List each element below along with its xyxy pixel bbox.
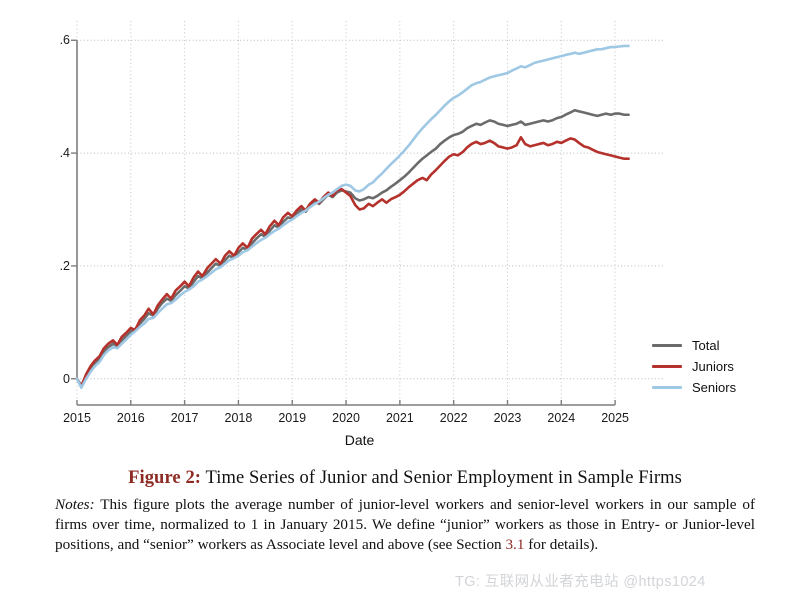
figure-caption: Figure 2: Time Series of Junior and Seni… [55,468,755,554]
x-tick-label: 2024 [547,411,576,425]
legend-item-juniors: Juniors [652,356,736,377]
notes-label: Notes: [55,496,95,513]
x-axis-title: Date [344,432,375,448]
figure-number: Figure 2: [128,468,202,488]
series-line-seniors [75,44,630,390]
legend-swatch-icon [652,364,682,369]
legend-item-seniors: Seniors [652,377,736,398]
x-tick-label: 2020 [332,411,360,425]
x-tick-label: 2023 [493,411,522,425]
y-tick-label: .2 [59,258,70,273]
x-tick-label: 2018 [224,411,253,425]
legend-label: Seniors [692,380,737,395]
y-tick-label: 0 [63,371,70,386]
y-tick-label: .6 [59,33,70,48]
section-cross-reference[interactable]: 3.1 [505,535,525,553]
legend-label: Juniors [692,359,734,374]
legend-swatch-icon [652,343,682,348]
series-line-juniors [75,136,630,388]
x-tick-label: 2021 [385,411,414,425]
x-tick-label: 2022 [439,411,468,425]
notes-text-part1: This figure plots the average number of … [55,496,755,553]
line-chart-plot [71,21,664,406]
figure-title-line: Figure 2: Time Series of Junior and Seni… [55,468,755,489]
x-tick-label: 2025 [601,411,629,425]
x-tick-label: 2015 [63,411,91,425]
legend-label: Total [692,338,720,353]
notes-text-part2: for details). [524,535,599,553]
chart-area: 0 .2 .4 .6 2015 2016 2017 2018 2019 2020 2021 2022… [59,21,736,448]
x-tick-label: 2019 [278,411,307,425]
legend-swatch-icon [652,385,682,390]
figure-title-text: Time Series of Junior and Senior Employm… [205,468,682,488]
watermark-text: TG: 互联网从业者充电站 @https1024 [455,574,706,590]
series-line-total [75,108,630,387]
x-tick-label: 2017 [170,411,199,425]
figure-notes: Notes: This figure plots the average num… [55,495,755,554]
legend-item-total: Total [652,335,736,356]
x-tick-label: 2016 [116,411,145,425]
chart-legend: Total Juniors Seniors [652,335,736,398]
y-tick-label: .4 [59,146,70,161]
